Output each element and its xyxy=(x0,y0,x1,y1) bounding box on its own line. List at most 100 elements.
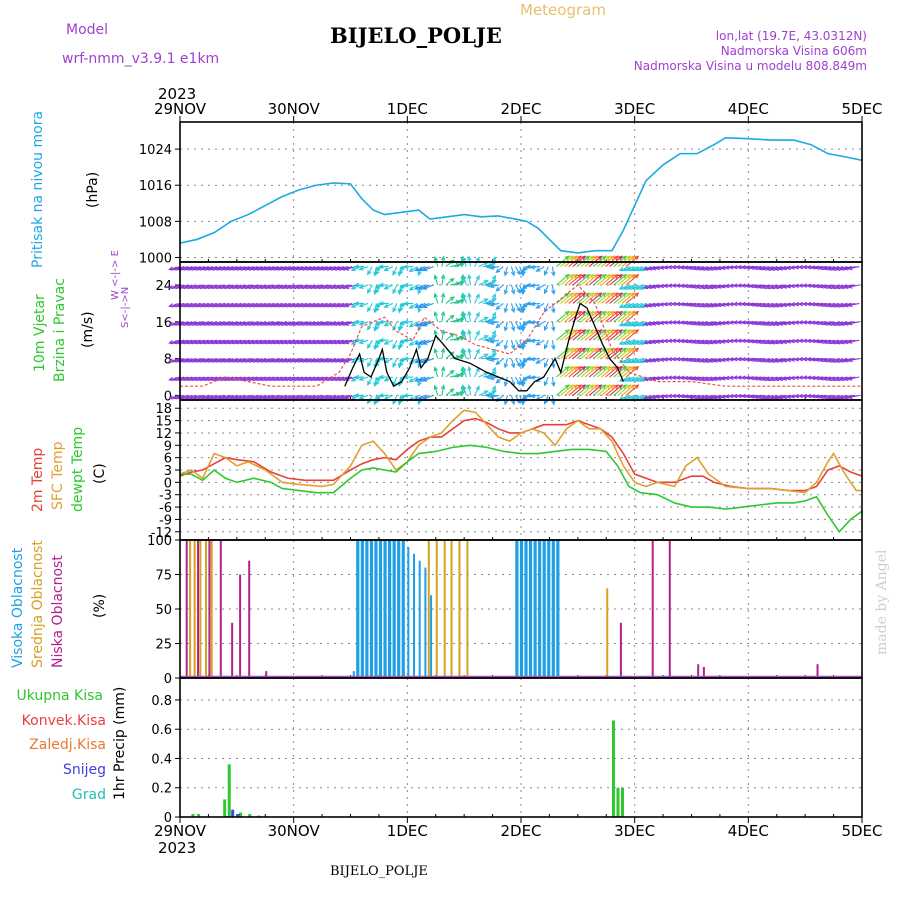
cloud-bar-visoka xyxy=(360,540,364,678)
wind-arrow-head xyxy=(374,302,381,308)
wind-arrow-head xyxy=(736,264,742,270)
wind-arrow-head xyxy=(818,376,824,381)
wind-arrow-head xyxy=(270,266,276,271)
wind-arrow-head xyxy=(732,393,738,399)
cloud-visoka-label: Visoka Oblacnost xyxy=(10,547,26,668)
wind-arrow-head xyxy=(720,284,726,289)
wind-arrow-head xyxy=(399,320,405,326)
wind-arrow xyxy=(580,329,594,341)
wind-arrow-head xyxy=(475,330,480,336)
wind-arrow-head xyxy=(221,284,227,290)
wind-arrow-head xyxy=(274,358,280,363)
wind-arrow-head xyxy=(462,255,467,262)
cloud-bar-srednja xyxy=(458,540,461,678)
wind-arrow-head xyxy=(847,265,853,271)
wind-arrow-head xyxy=(422,377,428,382)
wind-arrow-head xyxy=(753,284,759,289)
wind-arrow-head xyxy=(383,285,389,290)
wind-arrow xyxy=(468,348,472,359)
wind-arrow-head xyxy=(484,356,490,361)
wind-arrow xyxy=(367,284,373,293)
wind-arrow-head xyxy=(814,375,820,381)
wind-arrow-head xyxy=(835,340,841,345)
wind-arrow-head xyxy=(585,329,591,334)
wind-arrow-head xyxy=(658,265,665,270)
wind-arrow-head xyxy=(340,358,346,363)
wind-arrow-head xyxy=(266,395,272,400)
wind-arrow xyxy=(605,366,619,378)
wind-arrow-head xyxy=(233,376,239,382)
wind-arrow-head xyxy=(299,340,305,345)
wind-arrow-head xyxy=(793,393,800,399)
wind-arrow-head xyxy=(168,358,174,363)
wind-arrow-head xyxy=(278,358,284,363)
wind-arrow-head xyxy=(398,343,404,349)
wind-arrow-head xyxy=(773,395,780,400)
wind-arrow-head xyxy=(484,282,490,288)
wind-arrow-head xyxy=(408,322,414,328)
wind-arrow-head xyxy=(319,358,325,363)
wind-arrow xyxy=(605,274,619,286)
wind-arrow xyxy=(392,376,398,386)
wind-arrow-head xyxy=(258,303,264,308)
wind-arrow-head xyxy=(270,321,276,326)
wind-arrow-head xyxy=(374,266,381,271)
wind-arrow-head xyxy=(585,365,591,371)
cloud-bar-niska xyxy=(619,622,622,678)
wind-arrow xyxy=(617,384,631,396)
wind-arrow xyxy=(351,302,361,308)
wind-arrow xyxy=(462,348,467,359)
wind-arrow-head xyxy=(605,292,611,297)
wind-arrow-head xyxy=(621,347,627,353)
wind-arrow-head xyxy=(708,358,714,363)
wind-arrow-head xyxy=(299,266,305,271)
wind-arrow xyxy=(490,386,496,396)
wind-arrow-head xyxy=(724,265,730,270)
wind-arrow xyxy=(560,384,574,396)
wind-arrow-head xyxy=(593,329,599,334)
wind-arrow-head xyxy=(835,358,841,363)
wind-arrow-head xyxy=(529,356,536,362)
wind-arrow-head xyxy=(398,269,404,275)
wind-arrow-head xyxy=(757,266,763,271)
wind-arrow-head xyxy=(679,393,685,399)
wind-arrow-head xyxy=(217,303,223,308)
wind-arrow-head xyxy=(233,395,239,400)
wind-arrow-head xyxy=(358,395,364,400)
wind-arrow-head xyxy=(184,395,190,400)
wind-arrow-head xyxy=(769,266,775,271)
pressure-line xyxy=(179,136,863,254)
wind-arrow-head xyxy=(634,377,641,382)
y-tick-label: 9 xyxy=(164,439,172,454)
wind-arrow-head xyxy=(589,292,595,297)
wind-arrow-head xyxy=(822,284,829,289)
wind-arrow-head xyxy=(589,365,595,371)
wind-arrow-head xyxy=(646,303,653,308)
wind-arrow-head xyxy=(666,393,673,399)
wind-arrow-head xyxy=(335,303,342,308)
wind-arrow-head xyxy=(650,339,657,345)
wind-arrow-head xyxy=(418,303,424,309)
wind-arrow-head xyxy=(675,301,681,307)
x-tick-label-bottom: 2DEC xyxy=(500,822,541,840)
cloud-bar-visoka xyxy=(418,560,421,678)
wind-arrow xyxy=(504,358,508,368)
wind-arrow xyxy=(490,394,500,398)
wind-arrow-head xyxy=(274,266,280,271)
wind-arrow-head xyxy=(626,292,632,297)
wind-arrow-head xyxy=(262,358,268,363)
wind-arrow-head xyxy=(315,358,321,363)
wind-arrow-head xyxy=(399,302,405,307)
y-tick-label: 1000 xyxy=(139,251,172,266)
wind-arrow-head xyxy=(340,376,346,382)
wind-arrow-head xyxy=(172,303,178,308)
wind-arrow-head xyxy=(467,255,472,261)
wind-arrow-head xyxy=(642,284,649,290)
wind-arrow-head xyxy=(192,340,198,345)
wind-arrow-head xyxy=(188,340,194,345)
wind-arrow xyxy=(445,278,455,286)
wind-arrow-head xyxy=(180,321,186,326)
wind-arrow-head xyxy=(593,273,599,279)
wind-arrow xyxy=(490,367,496,378)
wind-arrow xyxy=(490,266,500,269)
